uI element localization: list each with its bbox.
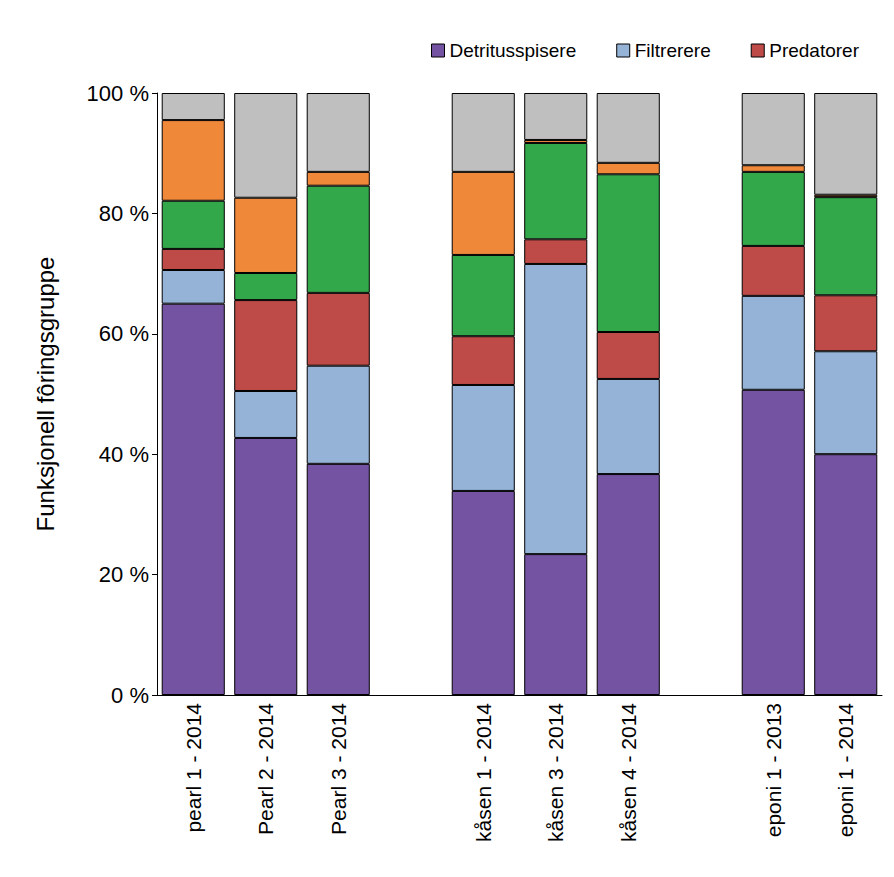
svg-text:Predatorer: Predatorer [769, 40, 859, 61]
svg-text:eponi 1 - 2013: eponi 1 - 2013 [762, 703, 785, 837]
svg-text:0 %: 0 % [111, 683, 149, 708]
svg-text:80 %: 80 % [99, 201, 149, 226]
svg-text:kåsen 3 - 2014: kåsen 3 - 2014 [544, 703, 567, 842]
svg-text:40 %: 40 % [99, 442, 149, 467]
svg-text:eponi 1 - 2014: eponi 1 - 2014 [834, 703, 857, 838]
svg-text:Pearl 2 - 2014: Pearl 2 - 2014 [254, 703, 277, 835]
svg-text:60 %: 60 % [99, 321, 149, 346]
svg-text:20 %: 20 % [99, 562, 149, 587]
svg-text:Funksjonell fôringsgruppe: Funksjonell fôringsgruppe [32, 257, 59, 532]
svg-text:pearl 1 - 2014: pearl 1 - 2014 [182, 703, 205, 833]
svg-text:kåsen 1 - 2014: kåsen 1 - 2014 [472, 703, 495, 842]
svg-text:Pearl 3 - 2014: Pearl 3 - 2014 [327, 703, 350, 835]
svg-text:Detritusspisere: Detritusspisere [450, 40, 577, 61]
svg-text:kåsen 4 - 2014: kåsen 4 - 2014 [617, 703, 640, 842]
svg-text:100 %: 100 % [87, 81, 149, 106]
svg-text:Filtrerere: Filtrerere [635, 40, 711, 61]
